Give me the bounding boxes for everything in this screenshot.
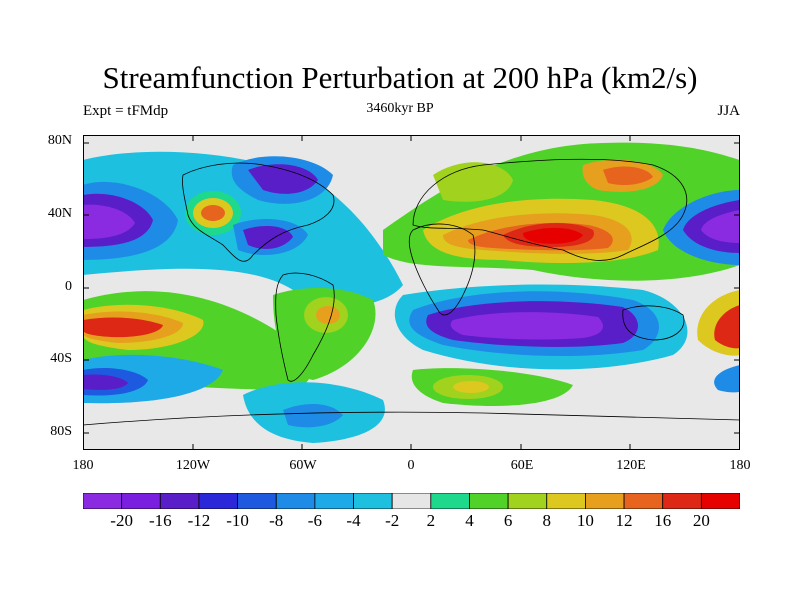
season-label: JJA xyxy=(717,103,740,119)
colorbar-swatch xyxy=(391,493,432,509)
colorbar-tick-label: -20 xyxy=(110,511,133,530)
x-tick-label: 180 xyxy=(72,458,94,473)
time-label: 3460kyr BP xyxy=(366,101,434,116)
contour-region xyxy=(701,210,740,243)
x-tick-label: 60W xyxy=(289,458,317,473)
colorbar-tick-label: -2 xyxy=(385,511,400,530)
colorbar-tick-label: -10 xyxy=(226,511,249,530)
x-tick-label: 180 xyxy=(729,458,751,473)
colorbar-tick-label: -6 xyxy=(307,511,322,530)
colorbar-swatch xyxy=(159,493,200,509)
coastline-north-america xyxy=(182,162,335,262)
colorbar-tick-label: -16 xyxy=(148,511,172,530)
colorbar-swatch xyxy=(430,493,470,509)
y-tick-label: 40S xyxy=(50,351,72,366)
contour-region xyxy=(248,164,318,194)
coastline-eurasia xyxy=(412,158,688,261)
colorbar-swatch xyxy=(121,493,161,509)
contour-region xyxy=(243,225,293,249)
contour-region xyxy=(714,365,740,393)
contour-region xyxy=(83,204,135,239)
contour-region xyxy=(83,374,128,390)
contour-region xyxy=(603,166,653,185)
colorbar-tick-label: 16 xyxy=(654,511,672,530)
axis-ticks xyxy=(83,135,740,450)
colorbar-swatch xyxy=(83,493,123,509)
colorbar-tick-label: 8 xyxy=(542,511,552,530)
contour-region xyxy=(433,162,513,202)
coastline-antarctica xyxy=(83,411,740,426)
colorbar-swatch xyxy=(198,493,238,509)
colorbar-tick-label: -4 xyxy=(346,511,361,530)
contour-fill-layer xyxy=(83,142,740,443)
colorbar-tick-label: 6 xyxy=(503,511,513,530)
colorbar-swatch xyxy=(237,493,277,509)
contour-region xyxy=(453,381,489,393)
coastlines xyxy=(83,158,740,426)
colorbar-swatch xyxy=(662,493,702,509)
colorbar-tick-label: 10 xyxy=(576,511,594,530)
colorbar-swatch xyxy=(623,493,664,509)
contour-region xyxy=(83,317,163,338)
streamfunction-map xyxy=(83,135,740,450)
x-tick-label: 120E xyxy=(616,458,646,473)
colorbar-swatch xyxy=(353,493,393,509)
colorbar xyxy=(83,493,740,509)
colorbar-swatch xyxy=(469,493,509,509)
x-tick-label: 0 xyxy=(407,458,415,473)
colorbar-swatch xyxy=(585,493,625,509)
contour-region xyxy=(523,227,583,244)
contour-region xyxy=(714,305,740,349)
x-tick-label: 120W xyxy=(175,458,211,473)
colorbar-tick-label: -12 xyxy=(187,511,211,530)
coastline-australia xyxy=(622,305,685,341)
contour-region xyxy=(201,205,225,221)
y-tick-label: 80N xyxy=(47,133,72,148)
colorbar-swatch xyxy=(507,493,548,509)
colorbar-tick-label: 20 xyxy=(692,511,710,530)
y-tick-label: 0 xyxy=(65,279,72,294)
colorbar-tick-label: 4 xyxy=(465,511,474,530)
colorbar-swatch xyxy=(314,493,354,509)
contour-region xyxy=(450,312,603,340)
y-tick-label: 40N xyxy=(47,206,72,221)
x-tick-label: 60E xyxy=(510,458,534,473)
plot-title: Streamfunction Perturbation at 200 hPa (… xyxy=(102,60,698,95)
contour-region xyxy=(316,306,340,324)
colorbar-swatch xyxy=(700,493,740,509)
colorbar-tick-label: -8 xyxy=(269,511,284,530)
coastline-south-america xyxy=(275,272,335,382)
contour-region xyxy=(283,403,343,428)
colorbar-swatch xyxy=(546,493,586,509)
y-tick-label: 80S xyxy=(50,424,72,439)
colorbar-tick-label: 12 xyxy=(615,511,633,530)
experiment-label: Expt = tFMdp xyxy=(83,103,169,119)
colorbar-tick-label: 2 xyxy=(426,511,436,530)
coastline-africa xyxy=(408,223,476,316)
colorbar-swatch xyxy=(275,493,316,509)
